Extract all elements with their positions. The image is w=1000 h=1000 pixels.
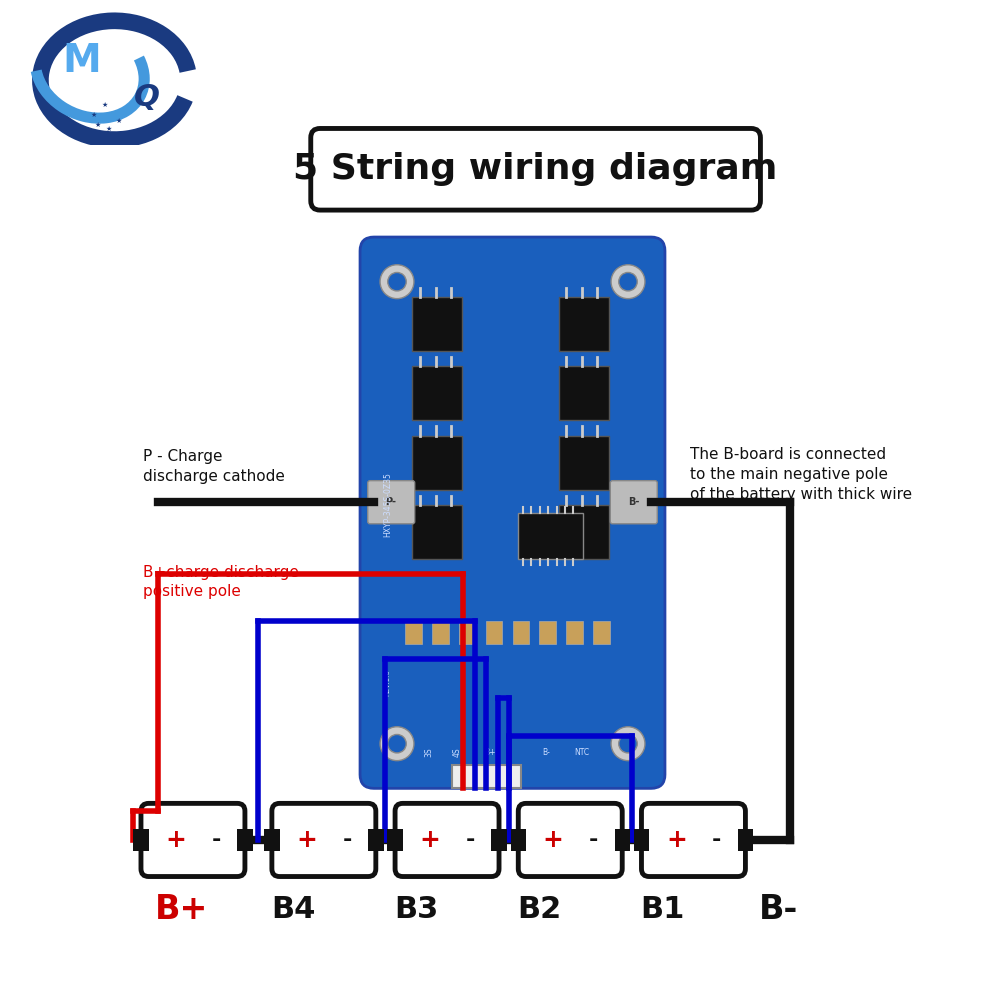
Text: B-: B- — [628, 497, 639, 507]
Text: B+: B+ — [155, 893, 208, 926]
Bar — [412, 436, 462, 490]
Text: P - Charge
discharge cathode: P - Charge discharge cathode — [143, 449, 285, 484]
Bar — [539, 620, 556, 644]
Text: B2: B2 — [517, 895, 562, 924]
Text: +: + — [296, 828, 317, 852]
Bar — [486, 620, 502, 644]
Bar — [412, 366, 462, 420]
Bar — [412, 297, 462, 351]
Text: B3: B3 — [394, 895, 438, 924]
Bar — [133, 829, 149, 851]
Bar — [491, 829, 507, 851]
Circle shape — [619, 734, 637, 753]
Text: -: - — [589, 830, 598, 850]
Text: -: - — [712, 830, 721, 850]
Text: +: + — [166, 828, 186, 852]
Text: 3S: 3S — [425, 748, 434, 757]
Text: B4: B4 — [271, 895, 315, 924]
FancyBboxPatch shape — [141, 803, 245, 877]
Circle shape — [611, 727, 645, 761]
Text: B+: B+ — [485, 748, 496, 757]
Bar — [452, 765, 521, 788]
FancyBboxPatch shape — [395, 803, 499, 877]
Circle shape — [611, 265, 645, 299]
Bar — [593, 620, 610, 644]
Text: 4S: 4S — [453, 748, 462, 757]
Bar — [559, 297, 609, 351]
Circle shape — [380, 727, 414, 761]
Text: NTC: NTC — [574, 748, 589, 757]
Bar — [512, 620, 529, 644]
Bar — [518, 513, 583, 559]
Text: REV:1.0: REV:1.0 — [385, 669, 391, 696]
Text: ★: ★ — [115, 118, 121, 124]
Text: Q: Q — [134, 83, 160, 112]
Text: -: - — [342, 830, 352, 850]
Bar — [559, 366, 609, 420]
Bar — [387, 829, 403, 851]
Text: +: + — [666, 828, 687, 852]
Bar — [738, 829, 753, 851]
Bar — [368, 829, 384, 851]
FancyBboxPatch shape — [368, 481, 415, 524]
Text: ★: ★ — [90, 112, 97, 118]
Bar — [566, 620, 583, 644]
Text: ★: ★ — [102, 102, 108, 107]
Text: -: - — [465, 830, 475, 850]
Text: B-: B- — [542, 748, 550, 757]
Text: B1: B1 — [640, 895, 685, 924]
Text: ★: ★ — [94, 122, 101, 128]
FancyBboxPatch shape — [641, 803, 745, 877]
FancyBboxPatch shape — [518, 803, 622, 877]
FancyBboxPatch shape — [272, 803, 376, 877]
Bar — [559, 505, 609, 559]
Text: 5 String wiring diagram: 5 String wiring diagram — [293, 152, 778, 186]
Circle shape — [380, 265, 414, 299]
Bar — [237, 829, 253, 851]
Circle shape — [388, 734, 406, 753]
FancyBboxPatch shape — [610, 481, 657, 524]
Bar — [634, 829, 649, 851]
Text: +: + — [420, 828, 441, 852]
Circle shape — [619, 272, 637, 291]
Bar — [459, 620, 476, 644]
Text: M: M — [63, 42, 102, 80]
Text: B+charge discharge
positive pole: B+charge discharge positive pole — [143, 565, 299, 599]
Bar — [264, 829, 280, 851]
FancyBboxPatch shape — [311, 128, 760, 210]
Text: ★: ★ — [106, 126, 112, 132]
Bar — [405, 620, 422, 644]
Text: +: + — [543, 828, 564, 852]
Bar — [615, 829, 630, 851]
Bar — [511, 829, 526, 851]
Text: -: - — [211, 830, 221, 850]
Bar — [432, 620, 449, 644]
Text: B-: B- — [759, 893, 798, 926]
Text: P-: P- — [385, 497, 396, 507]
Text: The B-board is connected
to the main negative pole
of the battery with thick wir: The B-board is connected to the main neg… — [690, 447, 912, 502]
Bar — [559, 436, 609, 490]
Circle shape — [388, 272, 406, 291]
Bar — [412, 505, 462, 559]
Text: HXYP-345S-0Z35: HXYP-345S-0Z35 — [383, 473, 392, 537]
FancyBboxPatch shape — [360, 237, 665, 788]
